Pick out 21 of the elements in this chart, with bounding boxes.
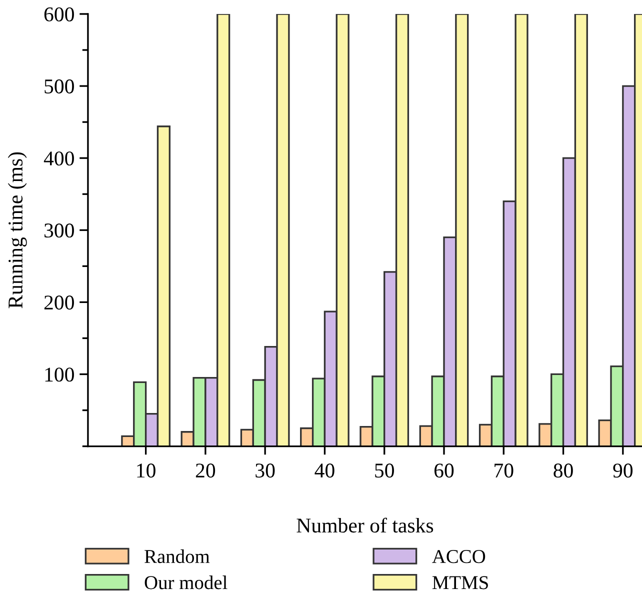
x-axis-title: Number of tasks (296, 518, 434, 533)
legend-label: Our model (144, 576, 228, 590)
legend-label: ACCO (432, 550, 486, 564)
y-tick-label: 100 (45, 368, 74, 382)
x-tick-label: 50 (375, 464, 394, 478)
x-tick-label: 40 (314, 464, 334, 478)
legend-label: Random (144, 549, 210, 564)
y-tick-label: 200 (44, 296, 74, 310)
x-tick-label: 90 (613, 464, 633, 478)
y-axis-title: Running time (ms) (8, 152, 27, 308)
y-tick-label: 500 (44, 79, 74, 94)
y-tick-label: 600 (44, 7, 74, 22)
y-tick-label: 400 (44, 151, 74, 166)
legend-label: MTMS (432, 576, 488, 590)
x-tick-label: 20 (196, 464, 216, 478)
x-tick-label: 80 (554, 464, 573, 478)
x-tick-label: 70 (494, 464, 514, 478)
x-tick-label: 60 (434, 464, 454, 478)
y-tick-label: 300 (44, 224, 74, 238)
x-tick-label: 30 (256, 464, 275, 478)
x-tick-label: 10 (137, 464, 156, 478)
